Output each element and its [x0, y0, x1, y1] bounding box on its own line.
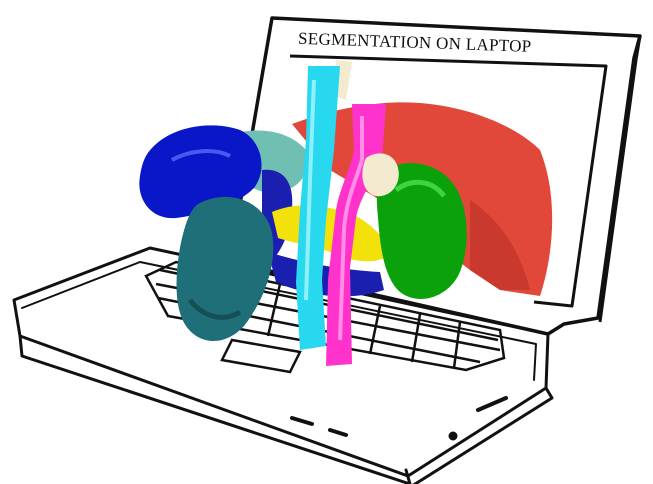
spleen-highlight: [171, 149, 231, 162]
lid-back-edge: [598, 35, 642, 323]
front-vent: [476, 396, 508, 412]
segmentation-organs: [139, 60, 553, 366]
right-kidney: [176, 196, 274, 341]
base-front-edge: [18, 334, 412, 484]
right-kidney-shade: [188, 298, 242, 320]
base-right-edge: [412, 386, 554, 484]
screen-bezel-inner: [289, 54, 608, 308]
gallbladder: [362, 153, 399, 197]
front-led: [448, 431, 458, 441]
liver-shadow: [470, 200, 530, 290]
key-col-4: [368, 305, 382, 355]
left-kidney: [376, 163, 467, 299]
left-kidney-highlight: [394, 179, 446, 198]
key-col-5: [410, 313, 422, 363]
key-col-6: [452, 321, 462, 369]
key-col-3: [266, 283, 282, 337]
front-port-1: [290, 416, 314, 426]
aorta-highlight: [338, 116, 364, 341]
spleen: [139, 125, 262, 219]
front-port-2: [328, 428, 348, 437]
touchpad: [220, 338, 302, 374]
ivc-highlight: [304, 79, 316, 301]
keyboard-outline: [144, 260, 506, 372]
